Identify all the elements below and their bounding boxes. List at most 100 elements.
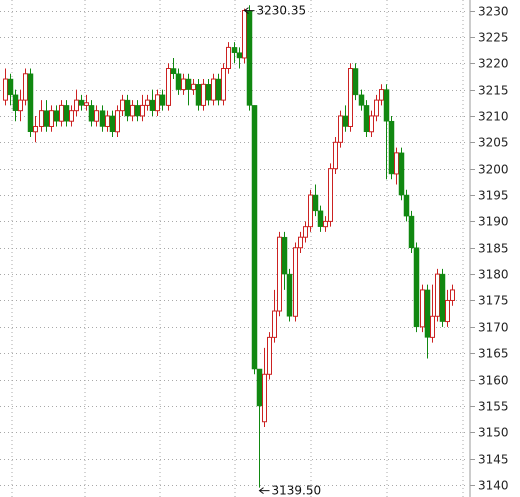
candle [18, 89, 23, 122]
y-axis: 3140 3145 3150 3155 3160 3165 3170 3175 3180 3185… [469, 0, 509, 497]
candle [195, 79, 202, 111]
candle-body-down [439, 273, 446, 322]
candle [281, 231, 288, 290]
high-marker-arrow [243, 7, 249, 15]
candle-body-up [430, 315, 435, 338]
candle [53, 105, 60, 127]
candle-body-up [374, 99, 379, 117]
candle-body-down [215, 78, 222, 101]
candle-body-down [256, 368, 263, 407]
candle [303, 221, 308, 243]
candle [49, 105, 54, 132]
candle [124, 94, 131, 122]
y-tick-label: 3145 [478, 453, 509, 467]
candle-body-down [149, 99, 156, 111]
candle [277, 231, 282, 317]
candle-body-up [115, 110, 120, 133]
y-tick-label: 3200 [478, 163, 509, 177]
candle-body-up [105, 115, 110, 127]
candle [84, 94, 89, 111]
candle-body-down [7, 78, 14, 96]
candle [99, 105, 106, 132]
candle [251, 105, 258, 375]
candle [140, 94, 145, 122]
candle [181, 73, 186, 95]
candle [308, 189, 313, 232]
grid-lines [0, 0, 466, 497]
candle-body-up [277, 236, 282, 312]
candle [358, 89, 365, 111]
candle [323, 216, 328, 232]
candle-body-down [358, 94, 365, 106]
candle [435, 268, 440, 322]
candle-body-down [78, 99, 85, 106]
candle-body-up [191, 83, 196, 91]
candle [267, 332, 272, 380]
candle-body-up [293, 247, 298, 317]
candle [348, 63, 353, 132]
candle [59, 100, 64, 127]
candle-body-up [298, 236, 303, 249]
candle-body-up [181, 78, 186, 91]
candle [403, 189, 410, 222]
candle [27, 68, 34, 138]
candle [298, 231, 303, 254]
candle-body-up [303, 226, 308, 238]
candle-body-up [120, 99, 125, 112]
candle [74, 89, 79, 116]
candle [413, 242, 420, 333]
candle-body-up [69, 110, 74, 122]
candle [134, 100, 141, 122]
candle [185, 73, 192, 106]
y-tick-label: 3160 [478, 374, 509, 388]
candle-body-up [379, 89, 384, 101]
candle-body-up [221, 67, 226, 101]
candle-body-down [312, 194, 319, 212]
candle-body-up [262, 373, 267, 423]
candle [166, 63, 171, 111]
candle-body-down [88, 105, 95, 122]
candle-body-down [185, 78, 192, 90]
y-tick-label: 3175 [478, 294, 509, 308]
candle-body-up [211, 78, 216, 101]
candle [272, 289, 277, 343]
candle-body-down [231, 47, 238, 53]
candle-body-up [226, 46, 231, 69]
candle-body-up [272, 310, 277, 338]
low-label: 3139.50 [272, 484, 322, 497]
candle [221, 63, 226, 106]
candle-body-up [267, 336, 272, 375]
candle [408, 210, 415, 254]
candle [39, 100, 44, 132]
candle-body-down [99, 110, 106, 127]
candle [420, 284, 425, 333]
y-tick-label: 3225 [478, 31, 509, 45]
candle [201, 79, 206, 111]
candle-body-up [155, 94, 160, 112]
candle [342, 105, 349, 132]
candle-body-up [59, 104, 64, 122]
candle [383, 84, 390, 180]
candle [388, 115, 395, 180]
candle-body-down [170, 68, 177, 75]
candle-body-up [308, 194, 313, 228]
candle-body-up [3, 78, 8, 101]
candle-body-down [134, 105, 141, 117]
candle-body-down [159, 94, 166, 106]
candle [43, 100, 50, 132]
candle-body-down [12, 94, 19, 111]
candle-body-up [328, 168, 333, 222]
candle-body-up [49, 110, 54, 127]
y-tick-label: 3195 [478, 189, 509, 203]
candle [226, 42, 231, 74]
candle [450, 284, 455, 306]
candle [430, 284, 435, 343]
candle [312, 184, 319, 217]
candle [115, 105, 120, 138]
candle-body-down [175, 73, 182, 90]
candle-body-down [342, 115, 349, 127]
candle-body-up [130, 104, 135, 117]
candle [379, 84, 384, 106]
candle-body-down [281, 236, 288, 275]
